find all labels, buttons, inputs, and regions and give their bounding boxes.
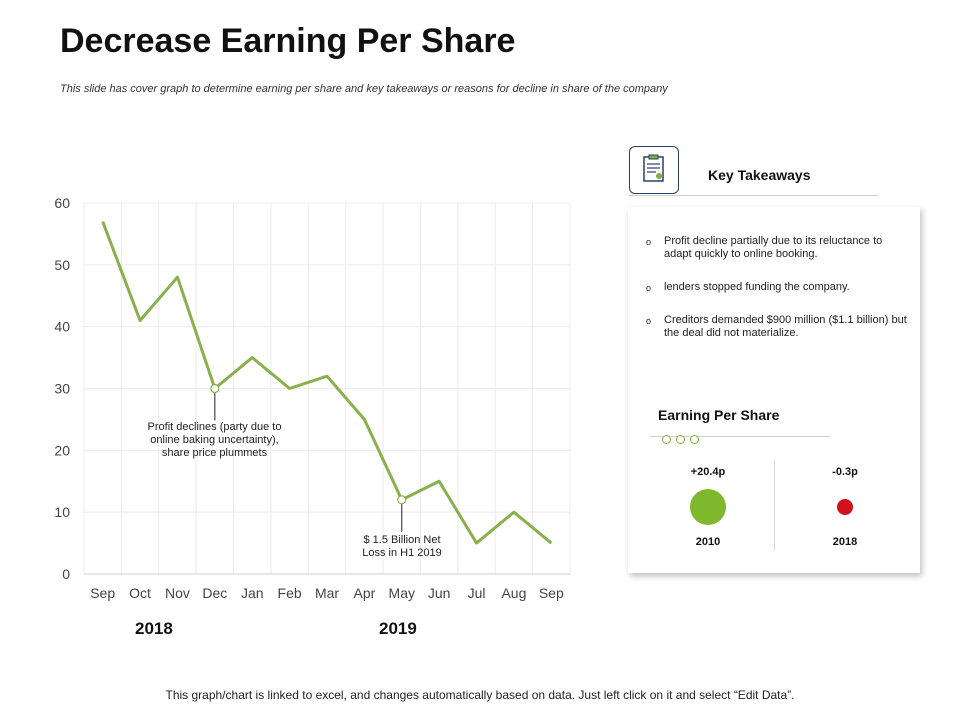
eps-line-chart[interactable]: 0 10 20 30 40 50 60 Sep Oct Nov Dec Jan Feb Mar Apr May… [0, 180, 600, 620]
eps-series-line [101, 221, 553, 545]
x-tick-label: Mar [315, 585, 339, 601]
x-tick-label: Oct [129, 585, 151, 601]
x-tick-label: Feb [278, 585, 302, 601]
eps-bubble-red [837, 499, 853, 515]
x-tick-label: Sep [90, 585, 115, 601]
eps-title: Earning Per Share [658, 407, 780, 423]
key-takeaways-title: Key Takeaways [708, 167, 811, 183]
eps-divider [650, 436, 830, 437]
y-tick-label: 0 [62, 566, 70, 582]
annotation-profit-declines: Profit declines (party due to online bak… [147, 421, 282, 459]
eps-value: -0.3p [832, 466, 858, 478]
x-tick-label: May [389, 585, 415, 601]
year-label-2018: 2018 [135, 619, 173, 638]
takeaway-list: o Profit decline partially due to its rel… [646, 235, 911, 360]
takeaway-item: o lenders stopped funding the company. [646, 281, 850, 293]
page-title: Decrease Earning Per Share [60, 22, 516, 60]
y-tick-label: 50 [54, 257, 70, 273]
eps-column-divider [774, 460, 775, 550]
takeaway-item: o Profit decline partially due to its rel… [646, 235, 883, 260]
annotation-net-loss: $ 1.5 Billion Net Loss in H1 2019 [362, 534, 442, 559]
y-tick-label: 40 [54, 319, 70, 335]
y-tick-label: 30 [54, 381, 70, 397]
eps-year: 2010 [695, 536, 721, 548]
eps-bubble-green [690, 489, 726, 525]
x-tick-label: Aug [501, 585, 526, 601]
takeaway-item: o Creditors demanded $900 million ($1.1 b… [646, 314, 907, 339]
x-tick-label: Jan [241, 585, 264, 601]
key-takeaways-panel: o Profit decline partially due to its rel… [628, 207, 920, 573]
page-subtitle: This slide has cover graph to determine … [60, 83, 668, 95]
y-tick-label: 20 [54, 442, 70, 458]
x-tick-label: Apr [353, 585, 375, 601]
x-tick-label: Jul [468, 585, 486, 601]
y-tick-label: 10 [54, 504, 70, 520]
y-tick-label: 60 [54, 195, 70, 211]
x-tick-label: Jun [428, 585, 451, 601]
eps-year: 2018 [832, 536, 858, 548]
data-point [397, 495, 407, 505]
eps-dots-decoration [662, 431, 704, 449]
eps-value: +20.4p [690, 466, 726, 478]
data-point [210, 383, 220, 394]
eps-item-2018: -0.3p 2018 [805, 466, 885, 548]
year-label-2019: 2019 [379, 619, 417, 638]
x-tick-label: Sep [539, 585, 564, 601]
x-tick-label: Dec [202, 585, 227, 601]
clipboard-icon [629, 146, 679, 194]
key-takeaways-divider [628, 195, 878, 196]
footer-note: This graph/chart is linked to excel, and… [165, 688, 795, 702]
x-tick-label: Nov [165, 585, 190, 601]
eps-item-2010: +20.4p 2010 [668, 466, 748, 548]
